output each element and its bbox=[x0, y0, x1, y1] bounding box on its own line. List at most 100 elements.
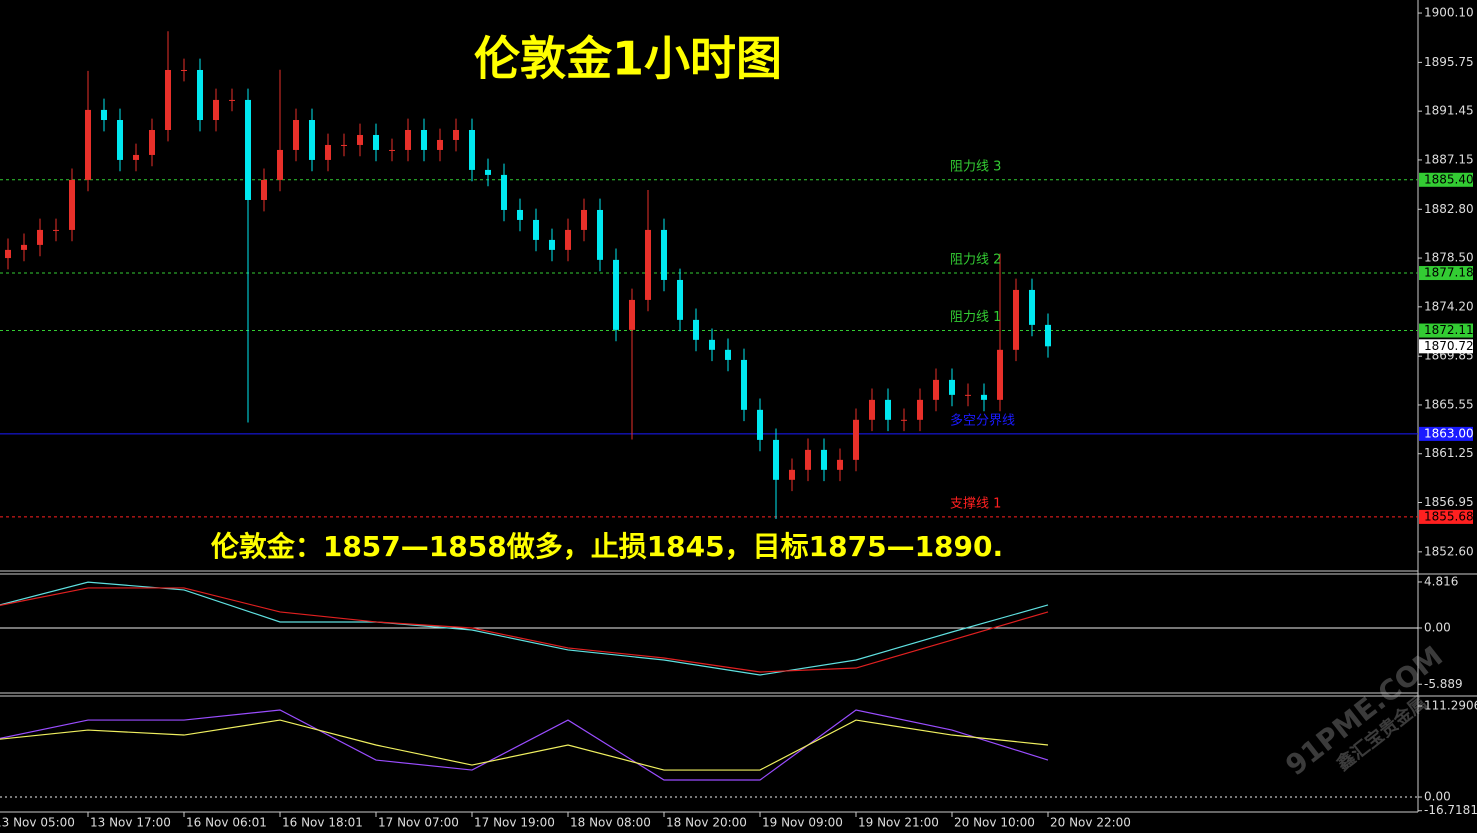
candle-body bbox=[725, 349, 731, 360]
candle-body bbox=[965, 394, 971, 396]
candle-body bbox=[309, 120, 315, 160]
candle-body bbox=[149, 129, 155, 155]
candle-body bbox=[597, 209, 603, 260]
candle-body bbox=[885, 399, 891, 420]
y-tick-label: 1900.10 bbox=[1424, 6, 1474, 20]
y-tick-label: 0.00 bbox=[1424, 790, 1451, 804]
candle-body bbox=[773, 439, 779, 480]
x-tick-label: 18 Nov 08:00 bbox=[570, 816, 651, 830]
candle-body bbox=[517, 209, 523, 220]
candle-body bbox=[85, 109, 91, 180]
candle-body bbox=[1045, 324, 1051, 347]
level-price-label: 1872.11 bbox=[1424, 323, 1474, 337]
candle-body bbox=[837, 459, 843, 470]
candle-body bbox=[421, 129, 427, 150]
y-tick-label: 1891.45 bbox=[1424, 104, 1474, 118]
candle-body bbox=[789, 469, 795, 480]
candle-body bbox=[501, 174, 507, 210]
chart-title: 伦敦金1小时图 bbox=[474, 32, 782, 86]
last-price-label: 1870.72 bbox=[1424, 339, 1474, 353]
last-price-box bbox=[1419, 339, 1473, 354]
candle-body bbox=[549, 239, 555, 250]
y-tick-label: 111.2906 bbox=[1424, 699, 1477, 713]
candle-body bbox=[485, 169, 491, 175]
candle-body bbox=[757, 409, 763, 440]
candle-body bbox=[53, 229, 59, 231]
y-tick-label: -5.889 bbox=[1424, 677, 1463, 691]
y-tick-label: 0.00 bbox=[1424, 620, 1451, 634]
x-tick-label: 16 Nov 06:01 bbox=[186, 816, 267, 830]
level-price-label: 1855.68 bbox=[1424, 509, 1474, 523]
candle-body bbox=[645, 229, 651, 300]
candle-body bbox=[917, 399, 923, 420]
indicator-line bbox=[0, 719, 1049, 771]
level-price-box bbox=[1419, 426, 1473, 441]
candle-body bbox=[133, 154, 139, 160]
x-tick-label: 20 Nov 10:00 bbox=[954, 816, 1035, 830]
candle-body bbox=[453, 129, 459, 140]
candle-body bbox=[469, 129, 475, 170]
x-tick-label: 19 Nov 09:00 bbox=[762, 816, 843, 830]
y-tick-label: 1895.75 bbox=[1424, 55, 1474, 69]
level-name: 阻力线 3 bbox=[950, 159, 1001, 174]
candle-body bbox=[69, 179, 75, 230]
candle-body bbox=[629, 299, 635, 330]
y-tick-label: 1882.80 bbox=[1424, 202, 1474, 216]
candle-body bbox=[357, 134, 363, 145]
y-tick-label: -16.7181 bbox=[1424, 803, 1477, 817]
level-price-label: 1877.18 bbox=[1424, 266, 1474, 280]
x-tick-label: 13 Nov 17:00 bbox=[90, 816, 171, 830]
level-price-label: 1863.00 bbox=[1424, 426, 1474, 440]
plot-area: 13 Nov 05:00 13 Nov 17:00 16 Nov 06:01 16 N… bbox=[0, 31, 1418, 830]
y-tick-label: 1865.55 bbox=[1424, 397, 1474, 411]
y-tick-label: 1874.20 bbox=[1424, 299, 1474, 313]
y-tick-label: 1878.50 bbox=[1424, 251, 1474, 265]
level-name: 阻力线 2 bbox=[950, 253, 1001, 268]
candle-body bbox=[981, 394, 987, 400]
level-price-box bbox=[1419, 172, 1473, 187]
candle-body bbox=[229, 99, 235, 101]
indicator-line bbox=[0, 581, 1049, 676]
x-tick-label: 17 Nov 19:00 bbox=[474, 816, 555, 830]
candle-body bbox=[805, 449, 811, 470]
level-price-box bbox=[1419, 509, 1473, 524]
annotation: 伦敦金：1857—1858做多，止损1845，目标1875—1890. bbox=[211, 530, 1003, 563]
candle-body bbox=[437, 139, 443, 150]
level-price-box bbox=[1419, 266, 1473, 281]
candle-body bbox=[997, 349, 1003, 400]
x-tick-label: 18 Nov 20:00 bbox=[666, 816, 747, 830]
candle-body bbox=[949, 379, 955, 395]
x-tick-label: 16 Nov 18:01 bbox=[282, 816, 363, 830]
candle-body bbox=[405, 129, 411, 150]
candle-body bbox=[821, 449, 827, 470]
candle-body bbox=[261, 179, 267, 200]
indicator-line bbox=[0, 587, 1049, 673]
candle-body bbox=[197, 69, 203, 121]
level-price-label: 1885.40 bbox=[1424, 172, 1474, 186]
candle-body bbox=[5, 249, 11, 259]
candle-body bbox=[709, 339, 715, 350]
candle-body bbox=[389, 149, 395, 151]
candle-body bbox=[245, 99, 251, 200]
candle-body bbox=[101, 109, 107, 121]
candle-body bbox=[325, 144, 331, 160]
level-name: 支撑线 1 bbox=[950, 496, 1001, 511]
candle-body bbox=[901, 419, 907, 421]
candle-body bbox=[869, 399, 875, 420]
y-tick-label: 1852.60 bbox=[1424, 544, 1474, 558]
candle-body bbox=[741, 359, 747, 410]
x-tick-label: 20 Nov 22:00 bbox=[1050, 816, 1131, 830]
candle-body bbox=[677, 279, 683, 320]
candle-body bbox=[613, 259, 619, 330]
candle-body bbox=[165, 69, 171, 130]
candle-body bbox=[213, 99, 219, 121]
x-tick-label: 17 Nov 07:00 bbox=[378, 816, 459, 830]
candle-body bbox=[933, 379, 939, 400]
candle-body bbox=[533, 219, 539, 240]
candle-body bbox=[581, 209, 587, 230]
y-tick-label: 1861.25 bbox=[1424, 446, 1474, 460]
level-name: 多空分界线 bbox=[950, 412, 1015, 428]
candle-body bbox=[693, 319, 699, 340]
